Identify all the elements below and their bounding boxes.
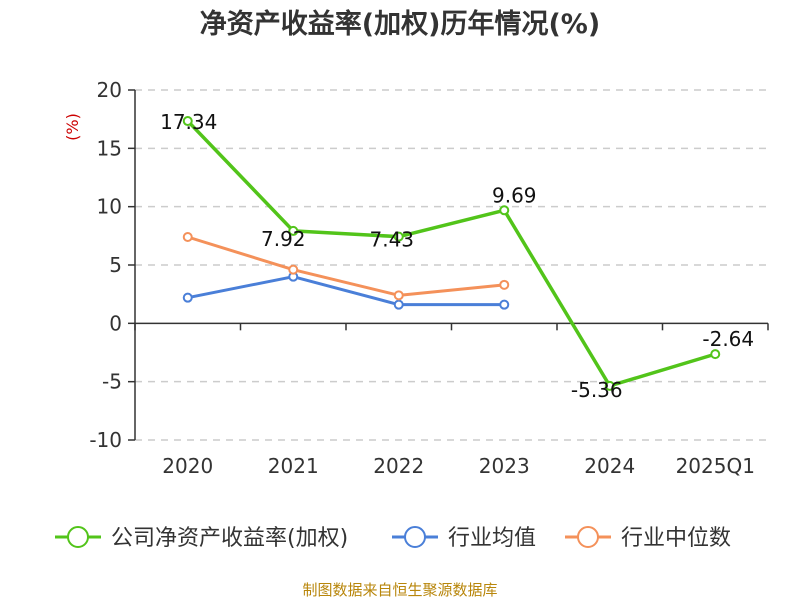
y-tick-label: 15: [97, 136, 122, 160]
data-label: 7.43: [369, 228, 414, 252]
data-point: [182, 292, 193, 303]
data-label: 17.34: [160, 110, 217, 134]
y-tick-label: 5: [109, 253, 122, 277]
data-label: 9.69: [492, 183, 537, 207]
data-point: [499, 205, 510, 216]
data-label: -2.64: [702, 327, 754, 351]
data-point: [393, 299, 404, 310]
legend-swatch-marker: [67, 526, 89, 548]
legend: 公司净资产收益率(加权) 行业均值 行业中位数: [55, 526, 731, 551]
data-labels: 17.34 7.92 7.43 9.69 -5.36 -2.64: [160, 110, 754, 402]
y-tick-label: 10: [97, 195, 122, 219]
data-point: [288, 225, 299, 236]
data-point: [288, 264, 299, 275]
data-point: [393, 231, 404, 242]
data-source-note: 制图数据来自恒生聚源数据库: [302, 581, 497, 599]
data-point: [499, 279, 510, 290]
legend-label: 行业中位数: [621, 526, 731, 551]
grid-lines: [135, 89, 768, 441]
x-tick-label: 2022: [373, 454, 424, 478]
series-lines: [182, 116, 721, 391]
data-label: -5.36: [571, 378, 623, 402]
legend-swatch-marker: [404, 526, 426, 548]
y-tick-label: 0: [109, 311, 122, 335]
data-point: [499, 299, 510, 310]
legend-item: 行业均值: [392, 526, 536, 551]
data-point: [393, 290, 404, 301]
x-tick-label: 2023: [479, 454, 530, 478]
y-tick-label: 20: [97, 78, 122, 102]
series-line: [187, 275, 505, 307]
series-line: [186, 119, 716, 388]
y-axis-unit: (%): [63, 113, 82, 141]
x-tick-label: 2025Q1: [676, 454, 755, 478]
y-tick-label: -10: [89, 428, 122, 452]
legend-label: 行业均值: [448, 526, 536, 551]
legend-label: 公司净资产收益率(加权): [111, 526, 348, 551]
data-label: 7.92: [261, 227, 306, 251]
data-point: [710, 349, 721, 360]
x-tick-label: 2021: [268, 454, 319, 478]
legend-item: 公司净资产收益率(加权): [55, 526, 348, 551]
x-tick-label: 2020: [162, 454, 213, 478]
data-point: [182, 232, 193, 242]
x-tick-label: 2024: [584, 454, 635, 478]
data-point: [182, 116, 193, 127]
y-tick-label: -5: [102, 370, 122, 394]
data-point: [604, 380, 615, 391]
legend-swatch-marker: [577, 526, 599, 548]
chart-title: 净资产收益率(加权)历年情况(%): [200, 8, 600, 40]
axes: 20 15 10 5 0 -5 -10 2020 2021 2022 2023 2024 2025Q1: [89, 78, 769, 478]
series-line: [187, 235, 505, 297]
legend-item: 行业中位数: [565, 526, 731, 551]
